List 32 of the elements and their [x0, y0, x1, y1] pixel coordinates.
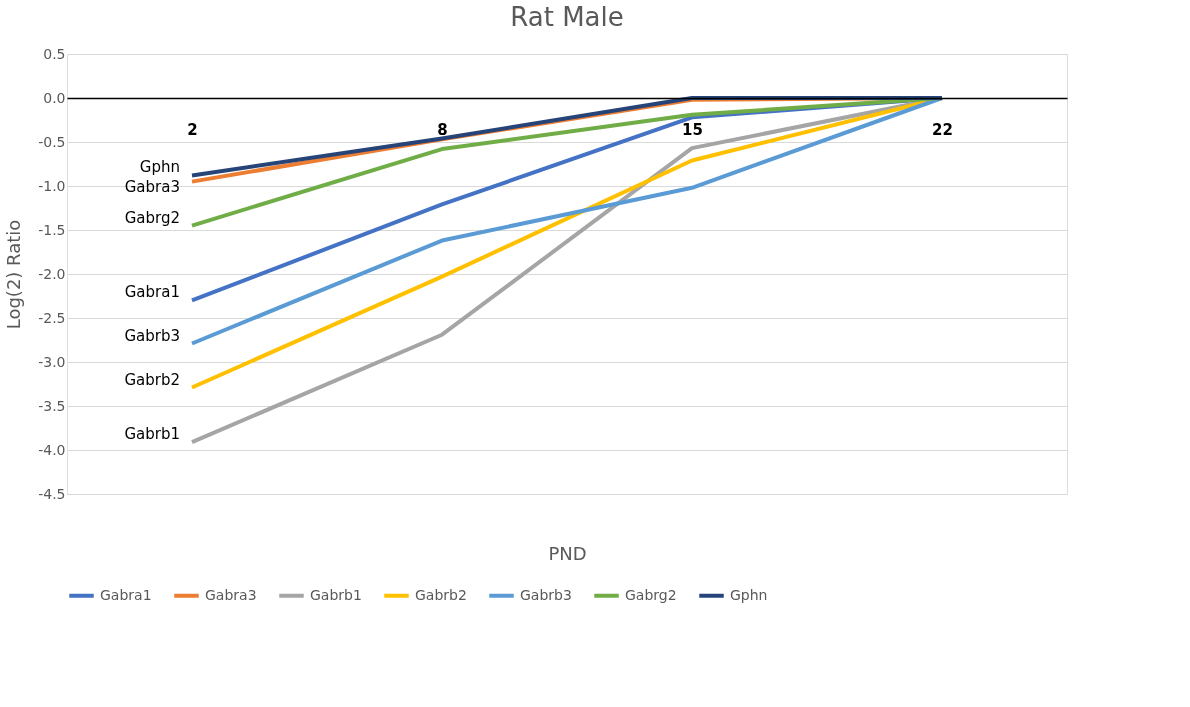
y-tick-label: -4.0 [38, 441, 66, 458]
y-tick-label: 0.0 [43, 89, 66, 106]
legend-label: Gabrb2 [415, 586, 467, 603]
y-axis-title: Log(2) Ratio [3, 219, 25, 330]
annotation: Gabrb2 [124, 370, 180, 389]
chart-title: Rat Male [510, 2, 624, 32]
x-tick-label: 22 [932, 120, 953, 139]
x-tick-label: 2 [187, 120, 198, 139]
legend-label: Gphn [730, 586, 768, 603]
y-tick-label: -3.0 [38, 353, 66, 370]
y-tick-label: -0.5 [38, 133, 66, 150]
annotation: Gabrb1 [124, 425, 180, 444]
y-tick-label: -1.0 [38, 177, 66, 194]
legend-label: Gabrb3 [520, 586, 572, 603]
y-tick-label: -4.5 [38, 485, 66, 502]
annotation: Gabra1 [124, 283, 180, 302]
y-tick-label: 0.5 [43, 45, 66, 62]
y-tick-label: -3.5 [38, 397, 66, 414]
x-tick-label: 8 [437, 120, 448, 139]
annotation: Gabrb3 [124, 326, 180, 345]
y-tick-label: -2.5 [38, 309, 66, 326]
y-tick-label: -2.0 [38, 265, 66, 282]
y-tick-label: -1.5 [38, 221, 66, 238]
legend-label: Gabrb1 [310, 586, 362, 603]
x-axis-title: PND [548, 542, 587, 564]
x-tick-label: 15 [682, 120, 703, 139]
annotation: Gphn [139, 158, 180, 177]
annotation: Gabrg2 [124, 208, 180, 227]
annotation: Gabra3 [124, 178, 180, 197]
legend-label: Gabra1 [100, 586, 152, 603]
legend-label: Gabra3 [205, 586, 257, 603]
legend-label: Gabrg2 [625, 586, 677, 603]
